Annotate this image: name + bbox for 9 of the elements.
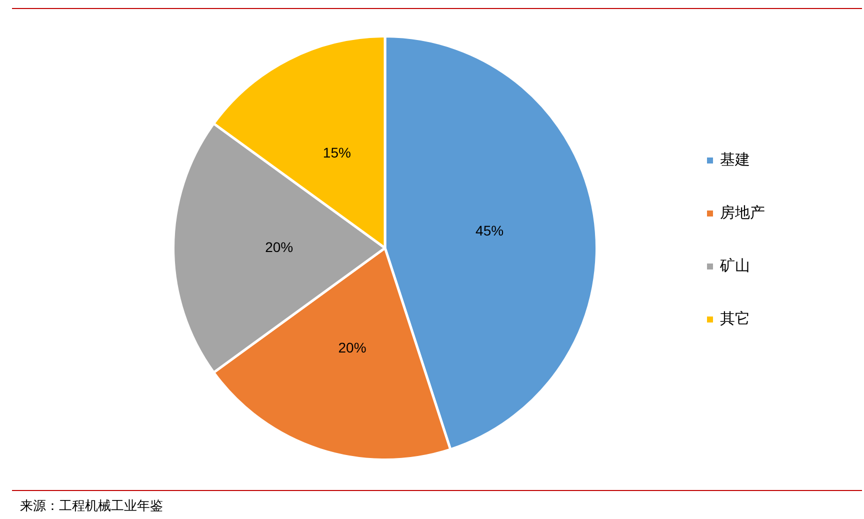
data-label: 15% bbox=[322, 144, 351, 161]
legend-label: 房地产 bbox=[720, 203, 765, 222]
data-label: 20% bbox=[338, 340, 366, 356]
source-note: 来源：工程机械工业年鉴 bbox=[20, 498, 163, 515]
data-label: 20% bbox=[265, 238, 294, 255]
legend-label: 基建 bbox=[720, 150, 750, 168]
legend-label: 其它 bbox=[720, 309, 750, 328]
data-label: 45% bbox=[476, 222, 504, 238]
legend-label: 矿山 bbox=[719, 256, 750, 274]
